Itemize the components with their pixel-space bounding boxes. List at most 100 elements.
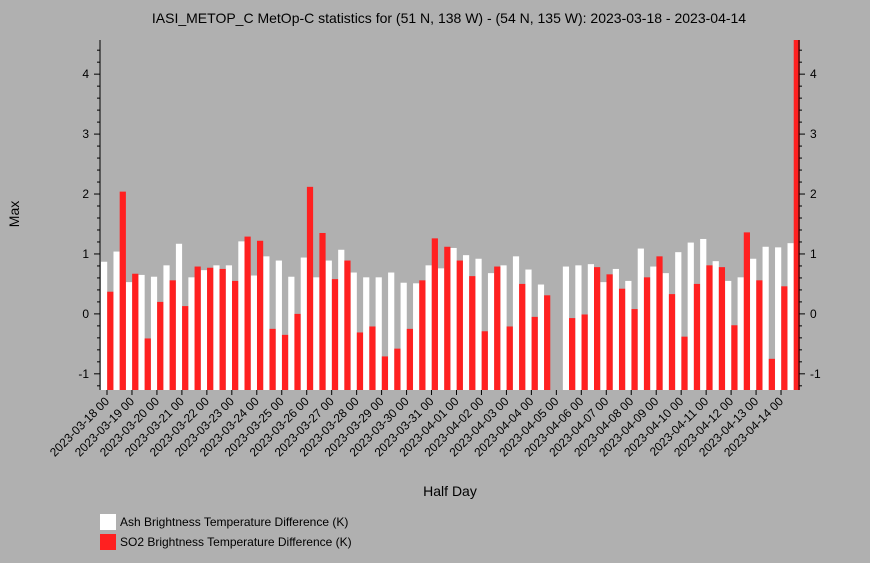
ash-bar [350,272,357,390]
so2-bar [681,336,688,390]
legend-label-ash: Ash Brightness Temperature Difference (K… [120,515,349,529]
ash-bar [537,284,545,390]
ash-bar [213,265,220,390]
y-tick-label-right: -1 [810,367,821,381]
ash-bar [400,282,407,390]
y-tick-label-right: 0 [810,307,817,321]
ash-bar [625,280,632,390]
ash-bar [637,248,644,390]
so2-bar [594,267,601,390]
so2-bar [531,316,538,390]
so2-bar [207,267,214,390]
so2-bar [182,306,189,390]
y-tick-label-right: 4 [810,67,817,81]
so2-bar [481,331,488,390]
so2-bar [618,288,626,390]
ash-bar [650,266,657,390]
y-tick-label-right: 3 [810,127,817,141]
so2-bar [781,286,788,390]
ash-bar [712,261,719,390]
ash-bar [200,270,208,390]
so2-bar [244,236,251,390]
legend-item-so2: SO2 Brightness Temperature Difference (K… [100,532,352,552]
ash-bar [250,275,257,390]
ash-bar [125,282,133,390]
ash-bar [150,276,158,390]
ash-bar [487,273,495,390]
chart-title: IASI_METOP_C MetOp-C statistics for (51 … [152,10,746,26]
so2-bar [144,338,151,390]
legend-swatch-so2 [100,534,116,550]
ash-bar [762,246,769,390]
ash-bar [725,280,732,390]
ash-bar [238,241,245,390]
y-tick-label-right: 2 [810,187,817,201]
ash-bar [138,274,145,390]
ash-bar [175,243,183,390]
ash-bar [687,242,694,390]
ash-bar [101,261,108,390]
so2-bar [569,318,576,390]
y-tick-label-left: 2 [82,187,89,201]
so2-bar [706,265,713,390]
ash-bar [475,258,482,390]
ash-bar [113,251,120,390]
so2-bar [232,280,239,390]
y-tick-label-left: -1 [78,367,89,381]
ash-bar [700,238,707,390]
so2-bar [743,232,750,390]
ash-bar [675,252,682,390]
so2-bar [169,280,176,390]
so2-bar [381,356,389,390]
y-tick-label-left: 1 [82,247,89,261]
so2-bar [107,291,114,390]
so2-bar [269,328,276,390]
so2-bar [668,294,676,390]
ash-bar [388,272,395,390]
so2-bar [194,266,201,390]
legend-swatch-ash [100,514,116,530]
ash-bar [737,277,744,390]
x-axis-label: Half Day [423,483,477,499]
so2-bar [456,260,463,390]
ash-bar [163,265,170,390]
so2-bar [469,276,476,390]
so2-bar [444,246,451,390]
so2-bar [219,268,226,390]
so2-bar [768,358,775,390]
so2-bar [756,280,763,390]
ash-bar [313,277,320,390]
so2-bar [606,274,613,390]
so2-bar [369,326,376,390]
so2-bar [631,309,638,390]
so2-bar [331,279,339,390]
ash-bar [787,243,794,390]
ash-bar [775,247,782,390]
y-axis-label: Max [6,201,22,227]
ash-bar [300,257,307,390]
so2-bar [132,273,139,390]
ash-bar [225,265,233,390]
y-tick-label-left: 4 [82,67,89,81]
legend-label-so2: SO2 Brightness Temperature Difference (K… [120,535,352,549]
so2-bar [731,325,738,390]
so2-bar [281,334,289,390]
bars-group [101,40,800,390]
ash-bar [500,265,507,390]
ash-bar [438,268,445,390]
so2-bar [581,314,588,390]
ash-bar [562,266,570,390]
ash-bar [275,260,282,390]
so2-bar [157,301,164,390]
so2-bar [394,348,401,390]
ash-bar [363,277,370,390]
ash-bar [450,247,457,390]
ash-bar [375,277,382,390]
so2-bar [494,266,501,390]
so2-bar [306,186,314,390]
so2-bar [356,332,364,390]
ash-bar [325,260,332,390]
ash-bar [188,277,195,390]
